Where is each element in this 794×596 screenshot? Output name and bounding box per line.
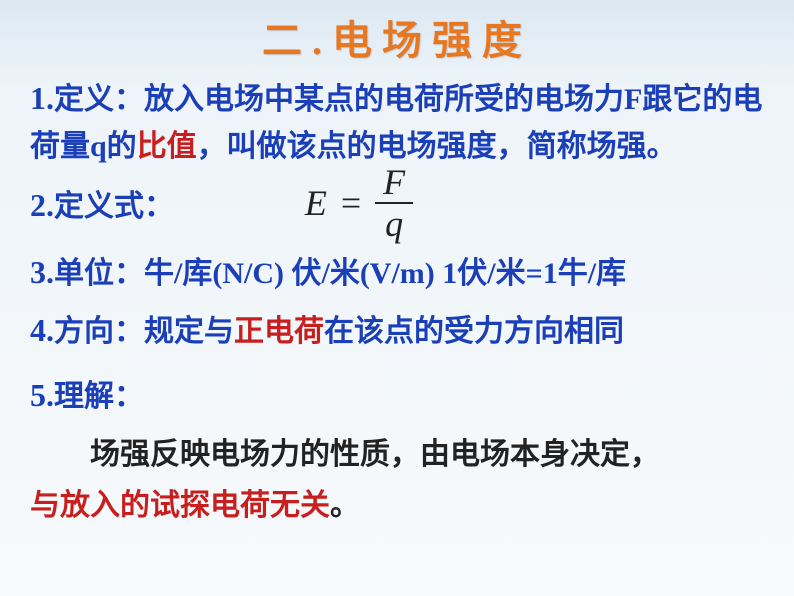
item-num-2: 2. [30,187,54,223]
item-definition: 1.定义：放入电场中某点的电荷所受的电场力F跟它的电荷量q的比值，叫做该点的电场… [30,74,764,170]
slide-title: 二.电场强度 [30,8,764,66]
formula-fraction: F q [375,164,413,242]
item-num-3: 3. [30,254,54,290]
formula-expression: E = F q [174,164,764,242]
dir-emphasis: 正电荷 [234,315,324,348]
understand-label: 理解： [54,380,144,413]
slide-body: 二.电场强度 1.定义：放入电场中某点的电荷所受的电场力F跟它的电荷量q的比值，… [0,0,794,551]
item-unit: 3.单位：牛/库(N/C) 伏/米(V/m) 1伏/米=1牛/库 [30,248,764,298]
def-post: ，叫做该点的电场强度，简称场强。 [197,130,677,163]
understand-post: 。 [330,489,360,522]
formula-lhs: E [305,182,327,224]
item-num-1: 1. [30,80,54,116]
dir-pre: 方向：规定与 [54,315,234,348]
item-formula: 2.定义式： E = F q [30,164,764,242]
formula-label: 2.定义式： [30,181,174,225]
item-direction: 4.方向：规定与正电荷在该点的受力方向相同 [30,306,764,356]
formula-numerator: F [375,164,413,202]
def-emphasis: 比值 [137,130,197,163]
understand-pre: 场强反映电场力的性质，由电场本身决定， [90,438,660,471]
item-understand-label: 5.理解： [30,371,764,421]
dir-post: 在该点的受力方向相同 [324,315,624,348]
unit-text: 单位：牛/库(N/C) 伏/米(V/m) 1伏/米=1牛/库 [54,257,626,290]
item-num-5: 5. [30,377,54,413]
understand-emphasis: 与放入的试探电荷无关 [30,489,330,522]
item-understand-body: 场强反映电场力的性质，由电场本身决定， 与放入的试探电荷无关。 [30,429,764,531]
formula-eq: = [337,182,365,224]
formula-denominator: q [377,204,411,242]
spacer [30,357,764,371]
item-num-4: 4. [30,312,54,348]
formula-label-text: 定义式： [54,190,174,223]
